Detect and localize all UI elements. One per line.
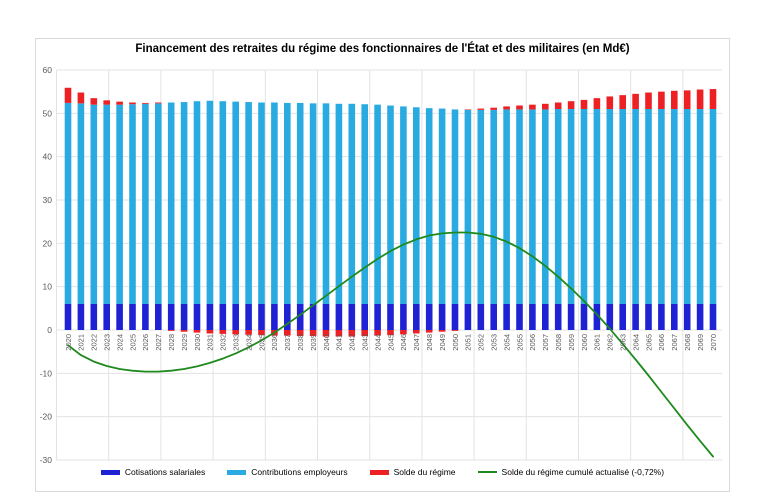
svg-text:2058: 2058 — [554, 334, 563, 351]
svg-text:2065: 2065 — [644, 334, 653, 351]
svg-text:10: 10 — [43, 282, 53, 292]
legend-item-2: Solde du régime — [369, 467, 456, 477]
bars-cotisations-salariales — [64, 304, 717, 330]
legend-item-0: Cotisations salariales — [100, 467, 206, 477]
legend-label-3: Solde du régime cumulé actualisé (-0,72%… — [501, 467, 665, 477]
svg-text:2032: 2032 — [219, 334, 228, 351]
svg-text:2068: 2068 — [683, 334, 692, 351]
svg-text:2029: 2029 — [180, 334, 189, 351]
svg-text:60: 60 — [43, 65, 53, 75]
svg-text:2034: 2034 — [244, 334, 253, 351]
svg-text:2048: 2048 — [425, 334, 434, 351]
svg-text:2070: 2070 — [709, 334, 718, 351]
svg-text:2036: 2036 — [270, 334, 279, 351]
svg-text:2022: 2022 — [90, 334, 99, 351]
svg-text:30: 30 — [43, 195, 53, 205]
svg-text:2063: 2063 — [619, 334, 628, 351]
legend-item-1: Contributions employeurs — [227, 467, 348, 477]
chart-legend: Cotisations salariales Contributions empl… — [35, 467, 730, 477]
svg-text:2041: 2041 — [335, 334, 344, 351]
chart-frame — [35, 38, 730, 492]
svg-text:2044: 2044 — [373, 334, 382, 351]
svg-text:2037: 2037 — [283, 334, 292, 351]
svg-text:20: 20 — [43, 238, 53, 248]
svg-text:2061: 2061 — [593, 334, 602, 351]
svg-text:2040: 2040 — [322, 334, 331, 351]
svg-text:2047: 2047 — [412, 334, 421, 351]
svg-text:2066: 2066 — [657, 334, 666, 351]
svg-text:40: 40 — [43, 152, 53, 162]
svg-text:2020: 2020 — [64, 334, 73, 351]
svg-text:2059: 2059 — [567, 334, 576, 351]
svg-text:2046: 2046 — [399, 334, 408, 351]
cumulative-balance-line — [67, 231, 714, 458]
svg-text:2056: 2056 — [528, 334, 537, 351]
legend-label-2: Solde du régime — [393, 467, 456, 477]
svg-text:2028: 2028 — [167, 334, 176, 351]
y-axis-labels: 60 50 40 30 20 10 0 -10 -20 -30 — [40, 65, 53, 465]
svg-text:2067: 2067 — [670, 334, 679, 351]
svg-text:2021: 2021 — [77, 334, 86, 351]
svg-text:2050: 2050 — [451, 334, 460, 351]
legend-swatch-2 — [369, 469, 389, 475]
legend-swatch-1 — [227, 469, 247, 475]
svg-text:2049: 2049 — [438, 334, 447, 351]
svg-text:2031: 2031 — [206, 334, 215, 351]
svg-text:2060: 2060 — [580, 334, 589, 351]
legend-label-1: Contributions employeurs — [251, 467, 348, 477]
svg-text:-20: -20 — [40, 412, 53, 422]
bars-contributions-employeurs — [64, 100, 717, 305]
svg-text:2030: 2030 — [193, 334, 202, 351]
svg-text:-10: -10 — [40, 368, 53, 378]
svg-text:2045: 2045 — [386, 334, 395, 351]
svg-text:2027: 2027 — [154, 334, 163, 351]
svg-text:2055: 2055 — [515, 334, 524, 351]
svg-text:2062: 2062 — [606, 334, 615, 351]
svg-text:2025: 2025 — [128, 334, 137, 351]
svg-text:2033: 2033 — [232, 334, 241, 351]
svg-text:2069: 2069 — [696, 334, 705, 351]
svg-text:-30: -30 — [40, 455, 53, 465]
legend-item-3: Solde du régime cumulé actualisé (-0,72%… — [477, 467, 665, 477]
svg-text:2026: 2026 — [141, 334, 150, 351]
legend-swatch-3 — [477, 471, 497, 473]
svg-text:2023: 2023 — [103, 334, 112, 351]
svg-text:2024: 2024 — [115, 334, 124, 351]
svg-text:2054: 2054 — [502, 334, 511, 351]
legend-label-0: Cotisations salariales — [124, 467, 206, 477]
legend-swatch-0 — [100, 469, 120, 475]
svg-text:0: 0 — [47, 325, 52, 335]
svg-text:2052: 2052 — [477, 334, 486, 351]
svg-text:2043: 2043 — [361, 334, 370, 351]
svg-text:2057: 2057 — [541, 334, 550, 351]
svg-text:2051: 2051 — [464, 334, 473, 351]
svg-text:2035: 2035 — [257, 334, 266, 351]
svg-text:50: 50 — [43, 108, 53, 118]
x-axis-labels: 2020 2021 2022 2023 2024 2025 2026 2027 2028 2029… — [64, 334, 718, 351]
svg-text:2064: 2064 — [631, 334, 640, 351]
svg-text:2042: 2042 — [348, 334, 357, 351]
svg-text:2038: 2038 — [296, 334, 305, 351]
svg-text:2039: 2039 — [309, 334, 318, 351]
chart-title: Financement des retraites du régime des … — [135, 43, 630, 55]
svg-text:2053: 2053 — [490, 334, 499, 351]
